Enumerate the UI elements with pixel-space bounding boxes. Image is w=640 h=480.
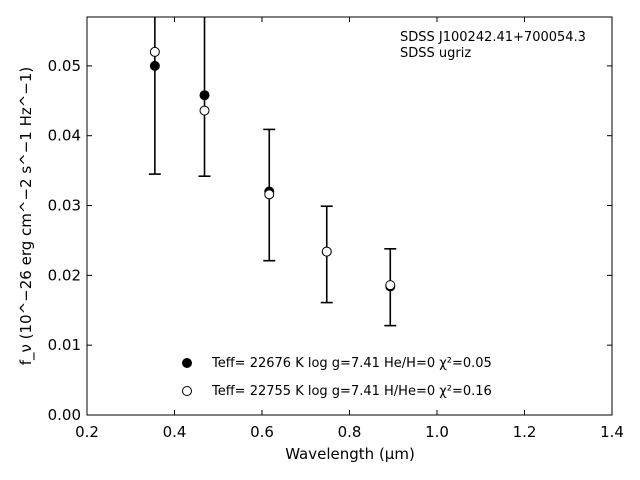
y-tick-label: 0.03	[48, 197, 81, 215]
legend-marker-filled	[182, 358, 192, 368]
x-tick-label: 0.6	[250, 423, 274, 441]
data-point-open	[264, 189, 275, 200]
x-tick-label: 0.8	[338, 423, 362, 441]
legend-label-series-2: Teff= 22755 K log g=7.41 H/He=0 χ²=0.16	[211, 384, 492, 399]
legend-marker-open	[182, 386, 192, 396]
data-points	[149, 46, 396, 292]
data-point-filled	[149, 60, 160, 71]
y-axis-label: f_ν (10^−26 erg cm^−2 s^−1 Hz^−1)	[17, 67, 36, 366]
data-point-filled	[199, 90, 210, 101]
y-tick-label: 0.05	[48, 57, 81, 75]
data-point-open	[199, 105, 210, 116]
x-axis-label: Wavelength (μm)	[285, 445, 415, 463]
data-point-open	[385, 280, 396, 291]
x-tick-label: 1.4	[600, 423, 624, 441]
y-tick-label: 0.02	[48, 266, 81, 284]
x-tick-label: 0.2	[75, 423, 99, 441]
axis-ticks	[86, 17, 613, 416]
x-tick-label: 1.2	[513, 423, 537, 441]
error-bars	[148, 17, 397, 327]
x-tick-label: 1.0	[425, 423, 449, 441]
annotation-object-name: SDSS J100242.41+700054.3	[400, 30, 586, 45]
legend-label-series-1: Teff= 22676 K log g=7.41 He/H=0 χ²=0.05	[211, 356, 492, 371]
x-tick-label: 0.4	[163, 423, 187, 441]
annotation-block: SDSS J100242.41+700054.3 SDSS ugriz	[400, 30, 586, 61]
y-tick-label: 0.04	[48, 127, 81, 145]
tick-labels: 0.2 0.4 0.6 0.8 1.0 1.2 1.4 0.00 0.01 0.02 0.03 0.0…	[48, 57, 624, 441]
legend: Teff= 22676 K log g=7.41 He/H=0 χ²=0.05 …	[182, 356, 492, 399]
y-tick-label: 0.00	[48, 406, 81, 424]
data-point-open	[149, 46, 160, 57]
data-point-open	[321, 246, 332, 257]
annotation-photometry: SDSS ugriz	[400, 46, 471, 61]
y-tick-label: 0.01	[48, 336, 81, 354]
